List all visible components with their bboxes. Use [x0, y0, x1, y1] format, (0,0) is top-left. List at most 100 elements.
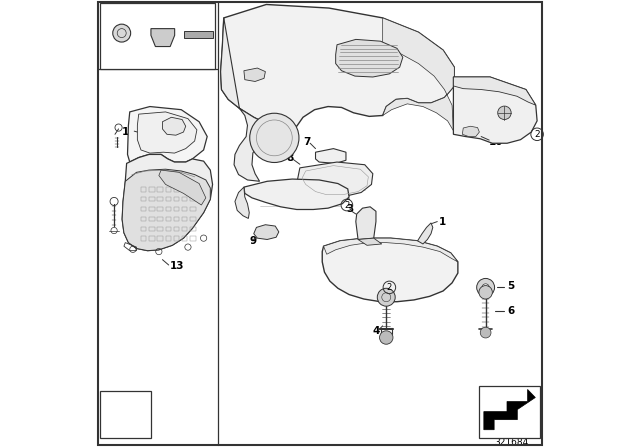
- Bar: [190, 187, 196, 192]
- Circle shape: [250, 113, 299, 163]
- Bar: [166, 237, 171, 241]
- Text: 12: 12: [172, 132, 186, 142]
- Bar: [182, 227, 188, 231]
- Polygon shape: [151, 29, 175, 47]
- Circle shape: [113, 24, 131, 42]
- Polygon shape: [122, 169, 211, 251]
- Bar: [190, 217, 196, 221]
- Text: 11: 11: [145, 6, 159, 16]
- Bar: [100, 3, 215, 69]
- Polygon shape: [417, 223, 433, 244]
- Bar: [190, 207, 196, 211]
- Bar: [157, 237, 163, 241]
- Text: 1: 1: [438, 216, 446, 227]
- Bar: [166, 227, 171, 231]
- Polygon shape: [335, 39, 403, 77]
- Polygon shape: [316, 149, 346, 164]
- Bar: [149, 227, 154, 231]
- Text: 2: 2: [344, 201, 349, 210]
- Text: 11: 11: [338, 192, 351, 202]
- Text: 6: 6: [507, 306, 515, 316]
- Text: 14: 14: [122, 219, 137, 229]
- Polygon shape: [383, 18, 454, 131]
- Bar: [166, 197, 171, 202]
- Bar: [174, 237, 179, 241]
- Polygon shape: [453, 77, 536, 105]
- Bar: [141, 227, 147, 231]
- Polygon shape: [298, 162, 373, 196]
- Bar: [174, 217, 179, 221]
- Bar: [190, 237, 196, 241]
- Polygon shape: [221, 4, 454, 129]
- Text: 2: 2: [102, 6, 109, 16]
- Bar: [149, 197, 154, 202]
- Circle shape: [498, 106, 511, 120]
- Polygon shape: [322, 238, 458, 302]
- Polygon shape: [358, 238, 382, 246]
- Bar: [182, 217, 188, 221]
- Text: 321684: 321684: [495, 438, 529, 447]
- Polygon shape: [163, 117, 186, 135]
- Circle shape: [380, 331, 393, 344]
- Text: 8: 8: [286, 154, 293, 164]
- Polygon shape: [122, 155, 212, 251]
- Bar: [141, 237, 147, 241]
- Bar: [141, 207, 147, 211]
- Text: 4: 4: [373, 326, 380, 336]
- Circle shape: [479, 285, 492, 299]
- Bar: [190, 197, 196, 202]
- Bar: [166, 217, 171, 221]
- Bar: [166, 207, 171, 211]
- Text: 10: 10: [489, 137, 504, 147]
- Text: 9: 9: [249, 236, 257, 246]
- Polygon shape: [462, 126, 479, 137]
- Polygon shape: [221, 18, 266, 181]
- Polygon shape: [244, 68, 266, 82]
- Text: 14: 14: [122, 127, 137, 137]
- Polygon shape: [484, 389, 535, 430]
- Bar: [190, 227, 196, 231]
- Bar: [174, 187, 179, 192]
- Bar: [174, 197, 179, 202]
- Polygon shape: [138, 112, 197, 153]
- Bar: [182, 197, 188, 202]
- Bar: [174, 207, 179, 211]
- Bar: [141, 217, 147, 221]
- Polygon shape: [159, 170, 206, 205]
- Bar: [149, 207, 154, 211]
- Bar: [141, 197, 147, 202]
- Bar: [149, 187, 154, 192]
- Polygon shape: [127, 107, 207, 162]
- Circle shape: [378, 288, 396, 306]
- Text: 2: 2: [534, 130, 540, 139]
- Bar: [157, 207, 163, 211]
- Polygon shape: [235, 187, 249, 219]
- Bar: [157, 187, 163, 192]
- Text: 2: 2: [387, 283, 392, 292]
- Polygon shape: [244, 179, 349, 210]
- Bar: [149, 217, 154, 221]
- Circle shape: [482, 284, 489, 291]
- Circle shape: [477, 278, 495, 296]
- Bar: [182, 207, 188, 211]
- Text: 5: 5: [507, 281, 515, 292]
- Text: 3: 3: [346, 204, 353, 215]
- Polygon shape: [324, 238, 458, 262]
- Bar: [182, 187, 188, 192]
- Text: 15: 15: [182, 6, 196, 16]
- Circle shape: [480, 327, 491, 338]
- Bar: [149, 237, 154, 241]
- Bar: [157, 217, 163, 221]
- Text: 13: 13: [170, 261, 184, 271]
- Polygon shape: [253, 225, 279, 240]
- Polygon shape: [453, 77, 537, 143]
- Bar: [174, 227, 179, 231]
- Bar: [157, 197, 163, 202]
- Bar: [182, 237, 188, 241]
- Polygon shape: [356, 207, 376, 240]
- Bar: [100, 391, 151, 438]
- Bar: [166, 187, 171, 192]
- Text: 7: 7: [303, 138, 310, 147]
- Polygon shape: [184, 31, 213, 38]
- Bar: [157, 227, 163, 231]
